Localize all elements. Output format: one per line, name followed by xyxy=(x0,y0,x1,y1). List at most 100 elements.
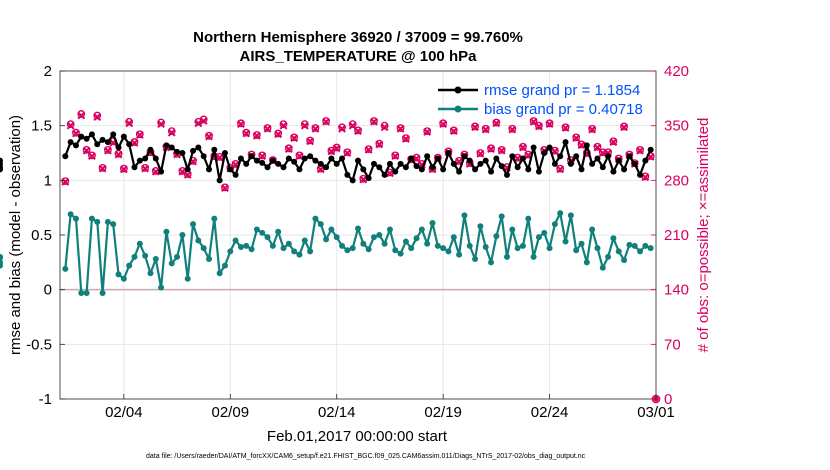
obs-assimilated-marker xyxy=(359,175,368,184)
rmse-point xyxy=(142,155,149,162)
obs-assimilated-marker xyxy=(519,143,527,152)
obs-assimilated-marker xyxy=(577,141,586,150)
bias-point xyxy=(519,242,526,249)
obs-assimilated-stroke xyxy=(561,124,570,132)
bias-point xyxy=(174,253,181,260)
bias-point xyxy=(120,275,127,282)
obs-possible-marker xyxy=(252,131,261,139)
bias-point xyxy=(179,232,186,238)
bias-point xyxy=(360,240,367,247)
bias-point xyxy=(317,221,324,228)
legend-rmse-marker xyxy=(454,86,462,94)
obs-assimilated-marker xyxy=(327,147,336,156)
obs-assimilated-marker xyxy=(492,119,501,128)
rmse-point xyxy=(349,177,356,184)
rmse-point xyxy=(221,150,228,156)
legend-bias-label: bias grand pr = 0.40718 xyxy=(484,101,643,118)
obs-assimilated-marker xyxy=(98,164,107,173)
bias-point xyxy=(136,240,143,247)
obs-assimilated-marker xyxy=(497,146,506,155)
obs-assimilated-marker xyxy=(636,146,644,155)
obs-assimilated-stroke xyxy=(167,128,176,137)
rmse-point xyxy=(621,166,628,173)
obs-assimilated-marker xyxy=(88,152,96,161)
rmse-point xyxy=(498,163,505,170)
rmse-point xyxy=(237,155,244,162)
obs-possible-marker xyxy=(364,145,373,153)
rmse-point xyxy=(488,168,495,175)
obs-assimilated-marker xyxy=(609,138,618,146)
obs-possible-marker xyxy=(332,143,341,152)
rmse-point xyxy=(126,141,133,148)
obs-assimilated-stroke xyxy=(215,153,224,162)
obs-possible-marker xyxy=(396,124,405,132)
obs-assimilated-stroke xyxy=(130,138,139,147)
x-tick-label: 02/04 xyxy=(105,404,143,421)
rmse-point xyxy=(402,164,409,171)
obs-assimilated-stroke xyxy=(386,169,394,178)
obs-possible-marker xyxy=(295,151,304,160)
rmse-point xyxy=(211,146,218,153)
bias-point xyxy=(253,226,260,233)
bias-point xyxy=(578,240,585,247)
obs-possible-marker xyxy=(114,149,123,158)
y-tick-label-left: 1 xyxy=(44,172,52,189)
bias-point xyxy=(88,215,95,222)
obs-assimilated-stroke xyxy=(439,120,448,129)
obs-possible-marker xyxy=(471,122,479,131)
bias-point xyxy=(477,223,484,230)
obs-possible-marker xyxy=(449,126,458,135)
obs-assimilated-marker xyxy=(572,134,581,143)
obs-assimilated-stroke xyxy=(577,141,586,150)
obs-assimilated-marker xyxy=(194,119,203,128)
obs-assimilated-marker xyxy=(508,125,517,134)
rmse-point xyxy=(131,164,138,171)
bias-point xyxy=(408,245,415,252)
obs-assimilated-marker xyxy=(178,167,187,176)
obs-assimilated-marker xyxy=(284,145,293,154)
obs-assimilated-stroke xyxy=(481,125,490,134)
obs-assimilated-stroke xyxy=(221,184,229,193)
bias-point xyxy=(147,270,154,277)
rmse-point xyxy=(642,157,649,164)
obs-assimilated-marker xyxy=(167,128,176,137)
bias-point xyxy=(328,226,335,233)
obs-assimilated-stroke xyxy=(199,117,208,125)
rmse-point xyxy=(200,153,207,160)
obs-assimilated-stroke xyxy=(183,170,192,179)
bias-point xyxy=(583,259,590,266)
obs-assimilated-marker xyxy=(183,170,192,179)
rmse-point xyxy=(328,155,335,162)
x-tick-label: 02/24 xyxy=(531,404,569,421)
obs-possible-marker xyxy=(609,137,618,146)
rmse-point xyxy=(94,141,101,148)
obs-possible-marker xyxy=(487,144,495,153)
obs-possible-marker xyxy=(82,145,91,154)
rmse-point xyxy=(232,171,239,178)
y-tick-label-right: 70 xyxy=(664,336,681,353)
bias-point xyxy=(168,260,175,267)
chart-title-line2: AIRS_TEMPERATURE @ 100 hPa xyxy=(240,48,478,65)
y-tick-label-left: -0.5 xyxy=(26,336,52,353)
legend-rmse-label: rmse grand pr = 1.1854 xyxy=(484,82,640,99)
bias-point xyxy=(370,234,377,241)
obs-assimilated-stroke xyxy=(471,123,479,132)
bias-point xyxy=(248,246,255,253)
rmse-point xyxy=(541,150,548,156)
obs-assimilated-marker xyxy=(300,121,309,130)
obs-assimilated-stroke xyxy=(535,122,543,131)
obs-assimilated-marker xyxy=(157,120,166,129)
obs-possible-marker xyxy=(572,133,581,142)
rmse-point xyxy=(248,153,255,160)
obs-assimilated-marker xyxy=(258,152,267,161)
obs-possible-marker xyxy=(322,117,330,125)
bias-point xyxy=(301,237,308,244)
rmse-point xyxy=(115,144,122,151)
obs-possible-marker xyxy=(141,163,150,172)
bias-point xyxy=(589,226,596,233)
obs-assimilated-stroke xyxy=(396,124,405,133)
obs-assimilated-stroke xyxy=(242,129,251,138)
obs-assimilated-marker xyxy=(439,120,448,129)
bias-point xyxy=(397,250,404,257)
bias-point xyxy=(434,242,441,249)
